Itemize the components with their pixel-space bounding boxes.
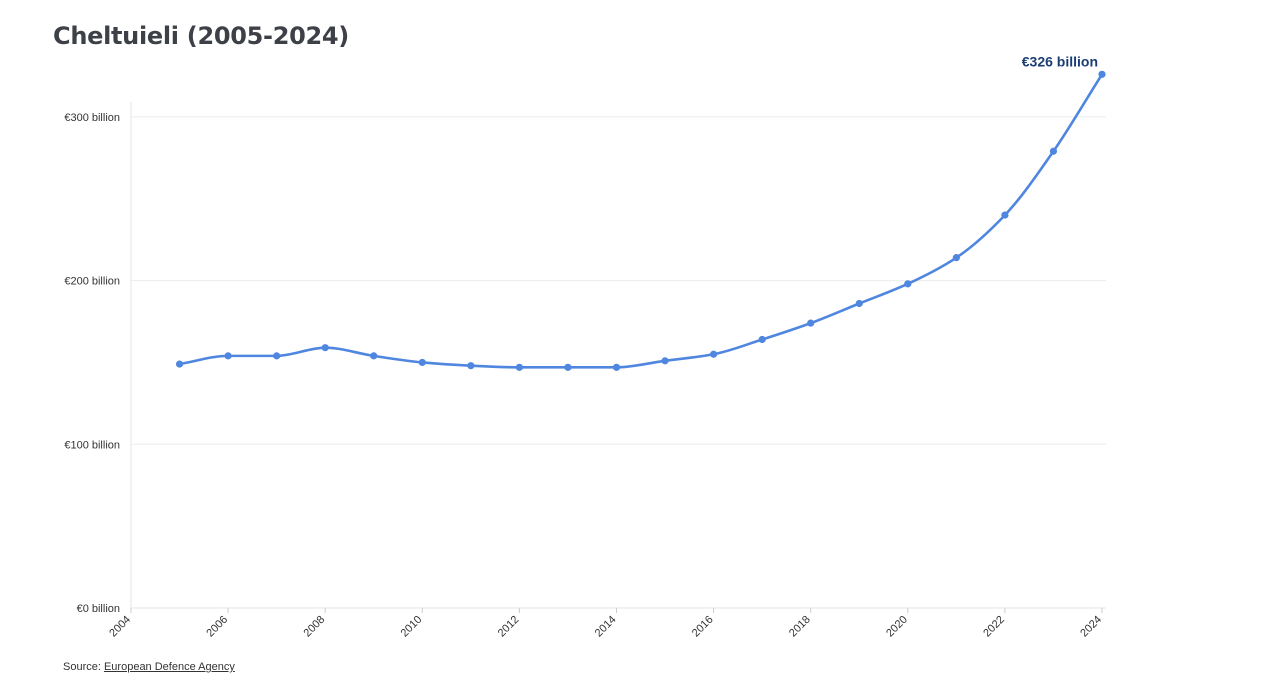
data-point[interactable] xyxy=(710,350,718,358)
annotations: €326 billion xyxy=(1022,53,1098,69)
data-point[interactable] xyxy=(612,363,621,371)
data-point[interactable] xyxy=(952,254,960,262)
x-tick-label: 2014 xyxy=(593,614,619,640)
data-point[interactable] xyxy=(273,352,281,360)
data-point[interactable] xyxy=(467,362,475,370)
y-tick-label: €200 billion xyxy=(64,276,120,288)
annotation-label: €326 billion xyxy=(1022,53,1098,69)
data-point[interactable] xyxy=(370,352,378,360)
data-point[interactable] xyxy=(904,280,912,288)
x-tick-label: 2016 xyxy=(690,614,716,640)
axes xyxy=(130,102,1106,613)
gridlines xyxy=(131,116,1106,445)
x-tick-label: 2006 xyxy=(204,614,230,640)
x-tick-label: 2018 xyxy=(787,614,813,640)
source-note: Source: European Defence Agency xyxy=(63,661,235,673)
data-point[interactable] xyxy=(758,335,766,344)
data-point[interactable] xyxy=(321,344,329,352)
data-point[interactable] xyxy=(1098,70,1106,78)
source-link[interactable]: European Defence Agency xyxy=(103,661,235,673)
series-line-group xyxy=(178,72,1104,369)
x-tick-label: 2022 xyxy=(981,614,1007,640)
data-points xyxy=(175,70,1106,371)
data-point[interactable] xyxy=(418,358,426,367)
y-tick-label: €0 billion xyxy=(77,603,120,615)
data-point[interactable] xyxy=(175,360,184,368)
x-tick-label: 2024 xyxy=(1078,614,1104,640)
x-tick-label: 2020 xyxy=(884,614,910,640)
series-line xyxy=(178,72,1104,369)
tick-labels: €0 billion €100 billion €200 billion €300 b… xyxy=(64,112,1104,640)
x-tick-label: 2004 xyxy=(107,614,133,640)
x-tick-label: 2010 xyxy=(399,614,425,640)
x-tick-label: 2008 xyxy=(302,614,328,640)
x-tick-label: 2012 xyxy=(496,614,522,640)
data-point[interactable] xyxy=(224,352,232,360)
data-point[interactable] xyxy=(807,319,815,327)
data-point[interactable] xyxy=(515,363,524,371)
data-point[interactable] xyxy=(855,299,863,308)
y-tick-label: €100 billion xyxy=(64,439,120,451)
data-point[interactable] xyxy=(661,357,669,365)
chart-title: Cheltuieli (2005-2024) xyxy=(53,22,349,50)
data-point[interactable] xyxy=(564,363,572,371)
data-point[interactable] xyxy=(1049,147,1058,155)
data-point[interactable] xyxy=(1001,211,1009,219)
y-tick-label: €300 billion xyxy=(64,112,120,124)
source-prefix: Source: xyxy=(63,661,104,673)
